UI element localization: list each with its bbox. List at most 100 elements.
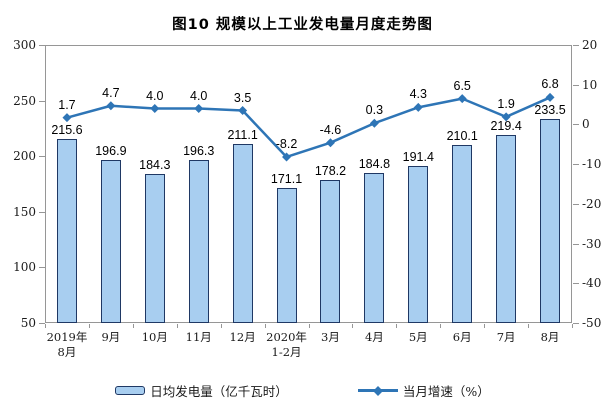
bar-value-label: 184.3 [139, 157, 171, 172]
legend-item-line: 当月增速（%） [357, 381, 490, 400]
left-axis-label: 50 [20, 316, 36, 330]
x-axis-label: 10月 [141, 330, 168, 344]
bar [408, 165, 429, 323]
bar [540, 118, 561, 323]
left-axis-label: 300 [13, 38, 36, 52]
left-axis-label: 150 [13, 204, 36, 219]
bar-value-label: 210.1 [446, 128, 478, 143]
left-axis-tick [39, 267, 45, 269]
right-axis-tick [573, 243, 579, 245]
plot-frame [45, 45, 572, 323]
x-axis-label: 6月 [452, 330, 472, 344]
x-axis-label: 5月 [408, 330, 428, 344]
bar-value-label: 191.4 [402, 149, 434, 164]
legend-line-label: 当月增速（%） [402, 384, 490, 399]
right-axis-label: -40 [582, 276, 602, 291]
x-axis-tick [484, 324, 486, 328]
legend-item-bar: 日均发电量（亿千瓦时） [115, 381, 288, 400]
bar [56, 138, 77, 323]
x-axis-tick [88, 324, 90, 328]
bar [100, 159, 121, 323]
left-axis-label: 200 [13, 149, 36, 164]
line-value-label: 6.5 [453, 78, 471, 93]
right-axis-label: -30 [582, 236, 602, 251]
x-axis-tick [264, 324, 266, 328]
bar [232, 143, 253, 323]
x-axis-label: 2020年 1-2月 [266, 330, 307, 359]
x-axis-tick [528, 324, 530, 328]
bar-value-label: 215.6 [51, 122, 83, 137]
bar [188, 160, 209, 323]
line-value-label: 6.8 [541, 77, 559, 92]
right-axis-tick [573, 124, 579, 126]
x-axis-tick [352, 324, 354, 328]
right-axis-tick [573, 164, 579, 166]
bar-value-label: 171.1 [270, 172, 303, 187]
x-axis-tick [132, 324, 134, 328]
diamond-marker-icon [372, 385, 383, 396]
x-axis-tick [176, 324, 178, 328]
line-value-label: -4.6 [319, 122, 342, 137]
bar-swatch-icon [115, 386, 146, 395]
right-axis-label: -20 [582, 196, 602, 211]
chart-title: 图10 规模以上工业发电量月度走势图 [172, 17, 433, 33]
x-axis-label: 7月 [496, 330, 516, 344]
left-axis-tick [39, 100, 45, 102]
left-axis-tick [39, 323, 45, 324]
line-value-label: 1.7 [58, 97, 76, 112]
bar [276, 188, 297, 323]
line-value-label: 4.3 [409, 87, 427, 102]
x-axis-label: 11月 [185, 330, 212, 344]
x-axis-tick [572, 324, 573, 328]
bar-value-label: 219.4 [490, 118, 522, 133]
right-axis-label: 0 [582, 117, 590, 132]
right-axis-label: 10 [582, 77, 598, 92]
right-axis-tick [573, 84, 579, 86]
line-value-label: 0.3 [365, 103, 384, 118]
left-axis-tick [39, 211, 45, 213]
x-axis-tick [440, 324, 442, 328]
x-axis-label: 9月 [101, 330, 121, 344]
bar [144, 173, 165, 323]
bar-value-label: 178.2 [314, 164, 347, 179]
bar [496, 134, 517, 323]
line-value-label: 3.5 [233, 90, 252, 105]
x-axis-label: 8月 [540, 330, 560, 344]
right-axis-label: -50 [582, 316, 602, 330]
x-axis-label: 4月 [364, 330, 384, 344]
line-value-label: 1.9 [497, 96, 515, 111]
right-axis-label: -10 [582, 157, 602, 172]
right-axis-tick [573, 45, 579, 46]
x-axis-tick [308, 324, 310, 328]
bar-value-label: 196.3 [183, 144, 215, 159]
right-axis-tick [573, 283, 579, 285]
legend: 日均发电量（亿千瓦时） 当月增速（%） [0, 381, 605, 400]
right-axis-tick [573, 203, 579, 205]
bar [452, 144, 473, 323]
line-swatch-icon [357, 385, 398, 396]
legend-bar-label: 日均发电量（亿千瓦时） [150, 384, 288, 399]
x-axis-tick [396, 324, 398, 328]
bar-value-label: 196.9 [95, 143, 127, 158]
right-axis-label: 20 [582, 38, 598, 52]
bar [320, 180, 341, 323]
right-axis-tick [573, 323, 579, 324]
x-axis-label: 2019年 8月 [46, 330, 88, 359]
left-axis-label: 250 [13, 93, 36, 108]
bar-value-label: 233.5 [534, 102, 566, 117]
x-axis-tick [45, 324, 46, 328]
x-axis-tick [220, 324, 222, 328]
x-axis-label: 12月 [229, 330, 256, 344]
line-value-label: 4.0 [146, 88, 164, 103]
bar-value-label: 211.1 [227, 127, 258, 142]
x-axis-label: 3月 [321, 330, 340, 344]
left-axis-label: 100 [13, 260, 36, 275]
line-value-label: -8.2 [275, 136, 298, 151]
left-axis-tick [39, 45, 45, 46]
left-axis-tick [39, 156, 45, 158]
bar [364, 173, 385, 323]
line-value-label: 4.0 [190, 88, 208, 103]
bar-value-label: 184.8 [358, 157, 391, 172]
line-value-label: 4.7 [102, 85, 120, 100]
